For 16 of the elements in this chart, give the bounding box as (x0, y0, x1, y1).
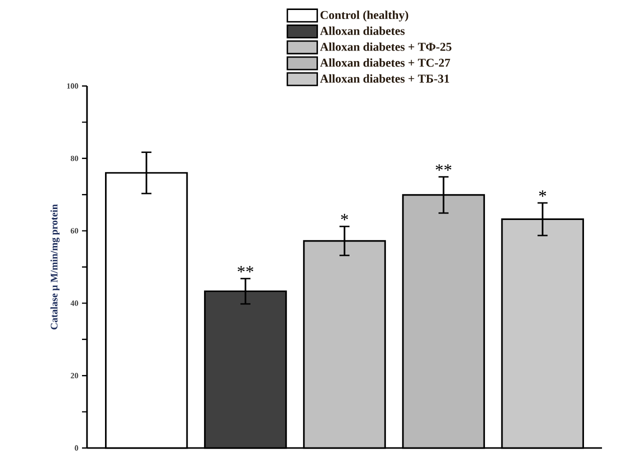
legend-label: Alloxan diabetes + ТБ-31 (320, 74, 450, 83)
legend-label: Alloxan diabetes (320, 26, 405, 35)
y-tick-label: 20 (70, 372, 78, 378)
y-tick-label: 80 (70, 156, 78, 162)
data-label: * (341, 214, 348, 220)
y-tick-label: 40 (70, 300, 78, 306)
legend-label: Alloxan diabetes + ТФ-25 (320, 42, 452, 51)
y-axis-title: Catalase μ M/min/mg protein (50, 204, 60, 330)
y-tick-label: 100 (67, 83, 78, 89)
y-tick-label: 0 (74, 445, 78, 451)
data-label: ** (436, 164, 452, 171)
data-label: * (539, 190, 546, 197)
legend-label: Control (healthy) (320, 10, 408, 22)
data-label: ** (238, 266, 254, 272)
legend-label: Alloxan diabetes + ТС-27 (320, 58, 450, 67)
y-tick-label: 60 (70, 228, 78, 234)
